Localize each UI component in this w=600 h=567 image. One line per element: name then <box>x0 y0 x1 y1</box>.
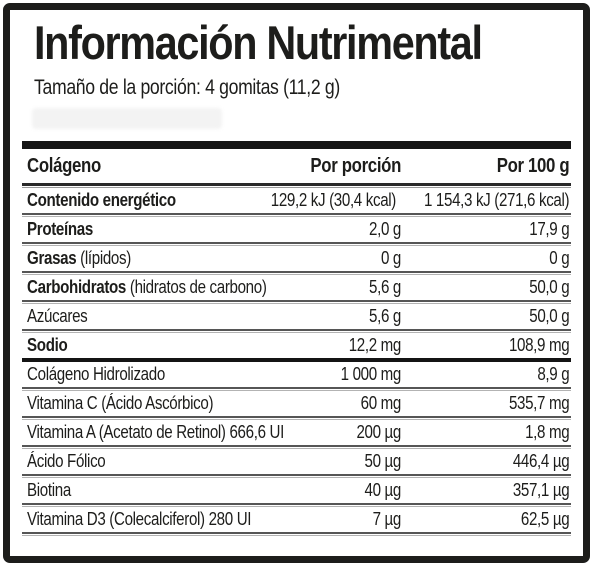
row-separator <box>22 416 571 421</box>
nutrient-name-plain: Biotina <box>27 480 71 501</box>
nutrient-name: Grasas (lípidos) <box>22 248 214 269</box>
nutrient-name-bold: Contenido energético <box>27 190 176 211</box>
per-serving-value: 12,2 mg <box>348 335 402 356</box>
per-100g-value: 1,8 mg <box>525 422 570 443</box>
per-serving-value: 1 000 mg <box>340 364 402 385</box>
per-serving-value: 40 µg <box>364 480 402 501</box>
nutrient-row: Grasas (lípidos) 0 g 0 g <box>22 246 571 271</box>
header-separator <box>22 183 571 189</box>
nutrient-name-bold: Grasas <box>27 248 77 269</box>
row-separator <box>22 474 571 479</box>
nutrient-row: Vitamina A (Acetato de Retinol) 666,6 UI… <box>22 420 571 445</box>
per-serving-value: 7 µg <box>372 509 402 530</box>
nutrient-name-plain: Colágeno Hidrolizado <box>27 364 165 385</box>
per-100g-value: 446,4 µg <box>512 451 570 472</box>
label-title: Información Nutrimental <box>34 16 483 69</box>
per-100g-value: 8,9 g <box>537 364 570 385</box>
table-top-bar <box>22 141 571 150</box>
row-separator <box>22 445 571 450</box>
row-separator <box>22 532 571 537</box>
nutrient-name-bold: Proteínas <box>27 219 93 240</box>
per-100g-value: 357,1 µg <box>512 480 570 501</box>
nutrient-name: Azúcares <box>22 306 214 327</box>
nutrient-name-bold: Sodio <box>27 335 68 356</box>
row-separator <box>22 387 571 392</box>
row-separator <box>22 300 571 305</box>
nutrient-name-plain: Vitamina D3 (Colecalciferol) 280 UI <box>27 509 252 530</box>
row-separator <box>22 358 571 363</box>
nutrition-label: Información Nutrimental Tamaño de la por… <box>3 3 590 563</box>
per-serving-value: 200 µg <box>356 422 401 443</box>
per-100g-value: 17,9 g <box>529 219 570 240</box>
nutrient-row: Vitamina D3 (Colecalciferol) 280 UI 7 µg… <box>22 507 571 532</box>
per-serving-value: 5,6 g <box>369 277 401 298</box>
per-serving-value: 60 mg <box>360 393 402 414</box>
nutrient-name: Vitamina D3 (Colecalciferol) 280 UI <box>22 509 251 530</box>
nutrient-name: Ácido Fólico <box>22 451 214 472</box>
nutrient-row: Carbohidratos (hidratos de carbono) 5,6 … <box>22 275 571 300</box>
column-header-row: Colágeno Por porción Por 100 g <box>22 149 571 183</box>
nutrient-row: Vitamina C (Ácido Ascórbico) 60 mg 535,7… <box>22 391 571 416</box>
nutrient-row: Colágeno Hidrolizado 1 000 mg 8,9 g <box>22 362 571 387</box>
nutrient-name: Sodio <box>22 335 214 356</box>
product-column-header: Colágeno <box>27 154 101 177</box>
nutrient-row: Sodio 12,2 mg 108,9 mg <box>22 333 571 358</box>
nutrient-name: Vitamina C (Ácido Ascórbico) <box>22 393 214 414</box>
per-100g-value: 50,0 g <box>529 277 570 298</box>
nutrient-row: Azúcares 5,6 g 50,0 g <box>22 304 571 329</box>
per-100g-column-header: Por 100 g <box>496 154 570 177</box>
nutrient-name-plain: Azúcares <box>27 306 88 327</box>
nutrient-name-plain: Vitamina C (Ácido Ascórbico) <box>27 393 214 414</box>
per-100g-value: 108,9 mg <box>508 335 570 356</box>
faded-print-artifact <box>32 108 222 130</box>
nutrient-row: Ácido Fólico 50 µg 446,4 µg <box>22 449 571 474</box>
per-100g-value: 1 154,3 kJ (271,6 kcal) <box>424 190 570 211</box>
nutrient-name: Vitamina A (Acetato de Retinol) 666,6 UI <box>22 422 284 443</box>
per-100g-value: 535,7 mg <box>508 393 570 414</box>
per-100g-value: 62,5 µg <box>520 509 570 530</box>
per-serving-value: 129,2 kJ (30,4 kcal) <box>270 190 397 211</box>
nutrient-name: Contenido energético <box>22 190 210 211</box>
per-serving-value: 50 µg <box>364 451 402 472</box>
nutrient-name-plain: Vitamina A (Acetato de Retinol) 666,6 UI <box>27 422 284 443</box>
nutrient-name: Biotina <box>22 480 214 501</box>
row-separator <box>22 329 571 334</box>
nutrient-row: Proteínas 2,0 g 17,9 g <box>22 217 571 242</box>
nutrition-facts-table: Colágeno Por porción Por 100 g Contenido… <box>22 141 571 537</box>
row-separator <box>22 213 571 218</box>
nutrient-name-plain: (hidratos de carbono) <box>126 277 267 298</box>
per-100g-value: 50,0 g <box>529 306 570 327</box>
per-serving-value: 5,6 g <box>369 306 401 327</box>
per-100g-value: 0 g <box>549 248 570 269</box>
per-serving-value: 0 g <box>380 248 401 269</box>
nutrient-name: Colágeno Hidrolizado <box>22 364 214 385</box>
nutrient-name-plain: (lípidos) <box>76 248 131 269</box>
per-serving-value: 2,0 g <box>369 219 401 240</box>
nutrient-name: Proteínas <box>22 219 214 240</box>
nutrient-row: Biotina 40 µg 357,1 µg <box>22 478 571 503</box>
per-serving-column-header: Por porción <box>310 154 401 177</box>
nutrient-row: Contenido energético 129,2 kJ (30,4 kcal… <box>22 188 571 213</box>
row-separator <box>22 242 571 247</box>
table-body: Contenido energético 129,2 kJ (30,4 kcal… <box>22 188 571 537</box>
serving-size-text: Tamaño de la porción: 4 gomitas (11,2 g) <box>34 76 340 99</box>
nutrient-name-plain: Ácido Fólico <box>27 451 106 472</box>
nutrient-name-bold: Carbohidratos <box>27 277 127 298</box>
row-separator <box>22 271 571 276</box>
nutrient-name: Carbohidratos (hidratos de carbono) <box>22 277 267 298</box>
row-separator <box>22 503 571 508</box>
